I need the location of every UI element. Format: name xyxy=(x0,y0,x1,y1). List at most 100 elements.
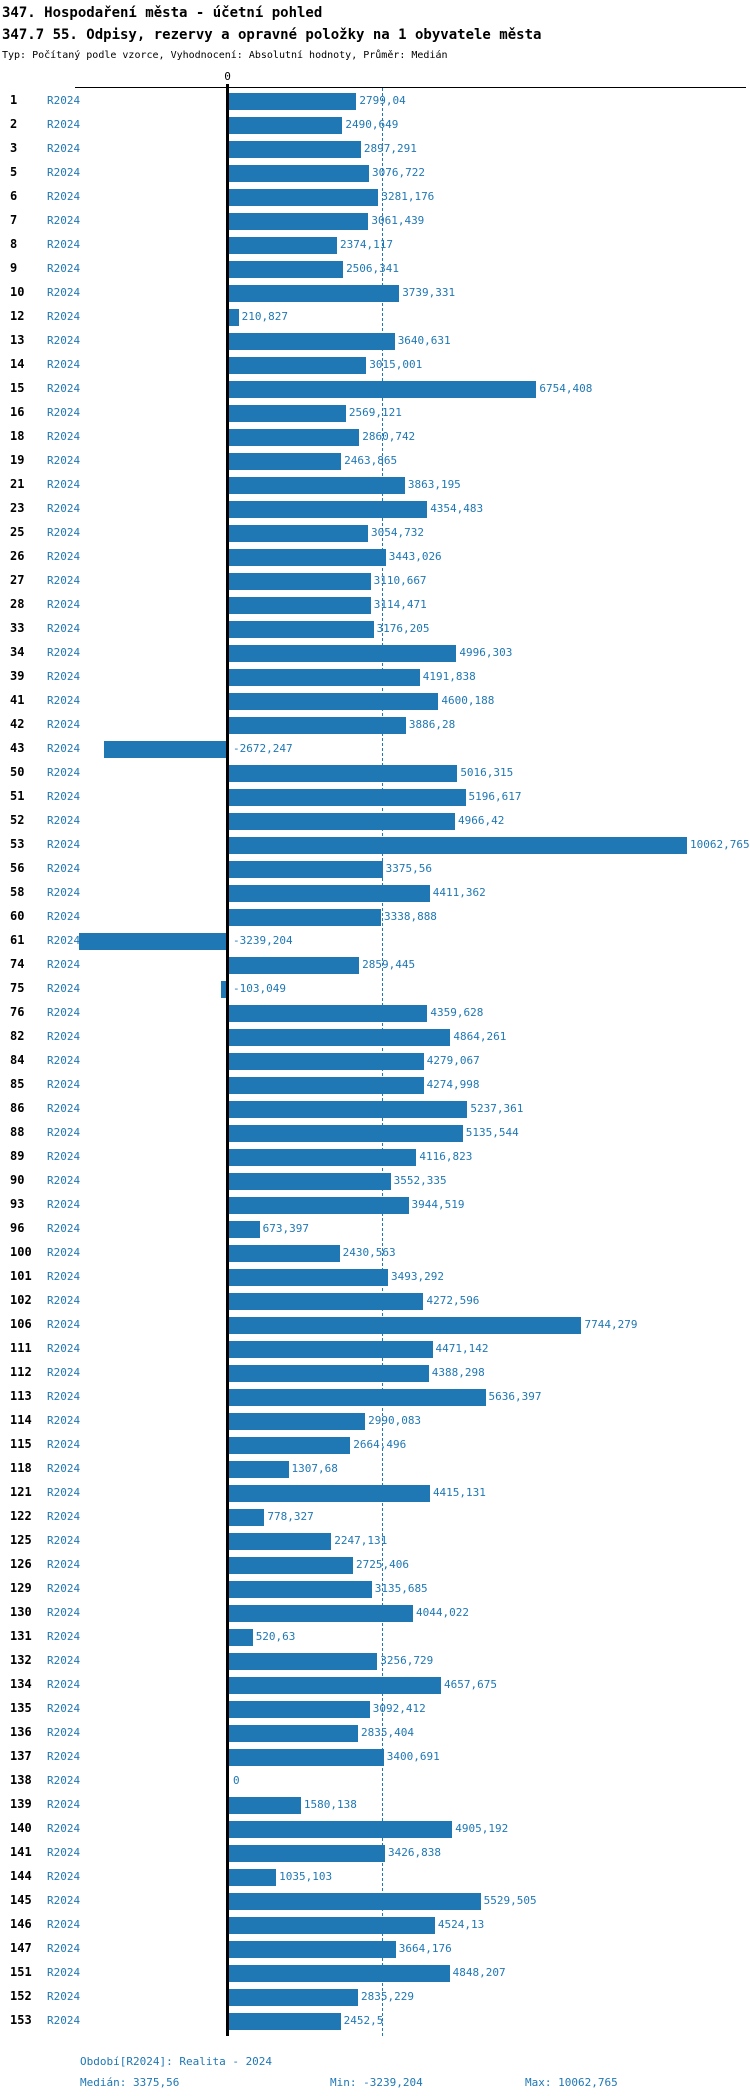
value-bar[interactable] xyxy=(229,716,406,734)
value-bar[interactable] xyxy=(229,1388,486,1406)
bar-value-label: 3114,471 xyxy=(373,598,427,611)
value-bar[interactable] xyxy=(229,1412,366,1430)
value-bar[interactable] xyxy=(229,428,360,446)
value-bar[interactable] xyxy=(229,284,400,302)
value-bar[interactable] xyxy=(229,236,338,254)
value-bar[interactable] xyxy=(229,380,537,398)
value-bar[interactable] xyxy=(229,1460,289,1478)
bar-row: 10 R2024 3739,331 xyxy=(0,281,750,305)
bar-value-label: 3863,195 xyxy=(407,478,461,491)
value-bar[interactable] xyxy=(229,1988,359,2006)
value-bar[interactable] xyxy=(229,1556,354,1574)
row-index-label: 145 xyxy=(10,1893,32,1907)
value-bar[interactable] xyxy=(229,1196,409,1214)
value-bar[interactable] xyxy=(229,644,457,662)
value-bar[interactable] xyxy=(229,164,370,182)
value-bar[interactable] xyxy=(229,860,383,878)
value-bar[interactable] xyxy=(229,1100,468,1118)
bar-row: 96 R2024 673,397 xyxy=(0,1217,750,1241)
value-bar[interactable] xyxy=(229,764,458,782)
footer-max-label: Max: 10062,765 xyxy=(525,2076,618,2089)
value-bar[interactable] xyxy=(229,1484,430,1502)
value-bar[interactable] xyxy=(229,1172,391,1190)
value-bar[interactable] xyxy=(229,500,428,518)
value-bar[interactable] xyxy=(229,1076,424,1094)
value-bar[interactable] xyxy=(229,596,371,614)
value-bar[interactable] xyxy=(229,452,342,470)
value-bar[interactable] xyxy=(78,932,226,950)
value-bar[interactable] xyxy=(229,356,367,374)
value-bar[interactable] xyxy=(221,980,226,998)
value-bar[interactable] xyxy=(229,1940,396,1958)
value-bar[interactable] xyxy=(229,1364,429,1382)
value-bar[interactable] xyxy=(229,812,456,830)
value-bar[interactable] xyxy=(229,1724,359,1742)
value-bar[interactable] xyxy=(229,1676,441,1694)
row-period-label: R2024 xyxy=(47,1942,81,1955)
value-bar[interactable] xyxy=(229,212,369,230)
value-bar[interactable] xyxy=(229,1916,435,1934)
value-bar[interactable] xyxy=(229,1268,388,1286)
value-bar[interactable] xyxy=(229,1244,340,1262)
value-bar[interactable] xyxy=(229,836,687,854)
value-bar[interactable] xyxy=(229,1580,372,1598)
value-bar[interactable] xyxy=(229,116,343,134)
value-bar[interactable] xyxy=(229,404,346,422)
bar-row: 144 R2024 1035,103 xyxy=(0,1865,750,1889)
row-period-label: R2024 xyxy=(47,1654,81,1667)
bar-value-label: 2430,563 xyxy=(342,1246,396,1259)
value-bar[interactable] xyxy=(229,956,360,974)
value-bar[interactable] xyxy=(229,1052,424,1070)
value-bar[interactable] xyxy=(229,1796,301,1814)
value-bar[interactable] xyxy=(229,332,395,350)
row-index-label: 58 xyxy=(10,885,25,899)
value-bar[interactable] xyxy=(229,1292,424,1310)
row-index-label: 132 xyxy=(10,1653,32,1667)
value-bar[interactable] xyxy=(229,884,430,902)
value-bar[interactable] xyxy=(229,1892,481,1910)
bar-value-label: 2374,117 xyxy=(340,238,394,251)
value-bar[interactable] xyxy=(229,1748,384,1766)
value-bar[interactable] xyxy=(229,1532,332,1550)
value-bar[interactable] xyxy=(229,1604,414,1622)
value-bar[interactable] xyxy=(229,1868,277,1886)
value-bar[interactable] xyxy=(229,1436,351,1454)
value-bar[interactable] xyxy=(229,476,405,494)
row-period-label: R2024 xyxy=(47,1486,81,1499)
value-bar[interactable] xyxy=(229,692,439,710)
value-bar[interactable] xyxy=(229,1652,378,1670)
value-bar[interactable] xyxy=(104,740,226,758)
value-bar[interactable] xyxy=(229,1964,450,1982)
value-bar[interactable] xyxy=(229,572,371,590)
value-bar[interactable] xyxy=(229,1124,463,1142)
value-bar[interactable] xyxy=(229,1508,265,1526)
value-bar[interactable] xyxy=(229,1700,370,1718)
value-bar[interactable] xyxy=(229,1028,451,1046)
value-bar[interactable] xyxy=(229,1316,582,1334)
value-bar[interactable] xyxy=(229,92,357,110)
value-bar[interactable] xyxy=(229,524,369,542)
value-bar[interactable] xyxy=(229,908,381,926)
row-index-label: 34 xyxy=(10,645,25,659)
value-bar[interactable] xyxy=(229,1844,385,1862)
value-bar[interactable] xyxy=(229,668,420,686)
value-bar[interactable] xyxy=(229,308,239,326)
value-bar[interactable] xyxy=(229,548,386,566)
value-bar[interactable] xyxy=(229,188,379,206)
bar-value-label: 0 xyxy=(233,1774,240,1787)
row-index-label: 138 xyxy=(10,1773,32,1787)
bar-value-label: 2860,742 xyxy=(362,430,416,443)
value-bar[interactable] xyxy=(229,2012,341,2030)
row-index-label: 115 xyxy=(10,1437,32,1451)
value-bar[interactable] xyxy=(229,1004,428,1022)
value-bar[interactable] xyxy=(229,1628,253,1646)
value-bar[interactable] xyxy=(229,1820,453,1838)
value-bar[interactable] xyxy=(229,260,344,278)
value-bar[interactable] xyxy=(229,1220,260,1238)
value-bar[interactable] xyxy=(229,620,374,638)
value-bar[interactable] xyxy=(229,140,361,158)
value-bar[interactable] xyxy=(229,788,466,806)
value-bar[interactable] xyxy=(229,1148,417,1166)
value-bar[interactable] xyxy=(229,1340,433,1358)
bar-row: 27 R2024 3110,667 xyxy=(0,569,750,593)
